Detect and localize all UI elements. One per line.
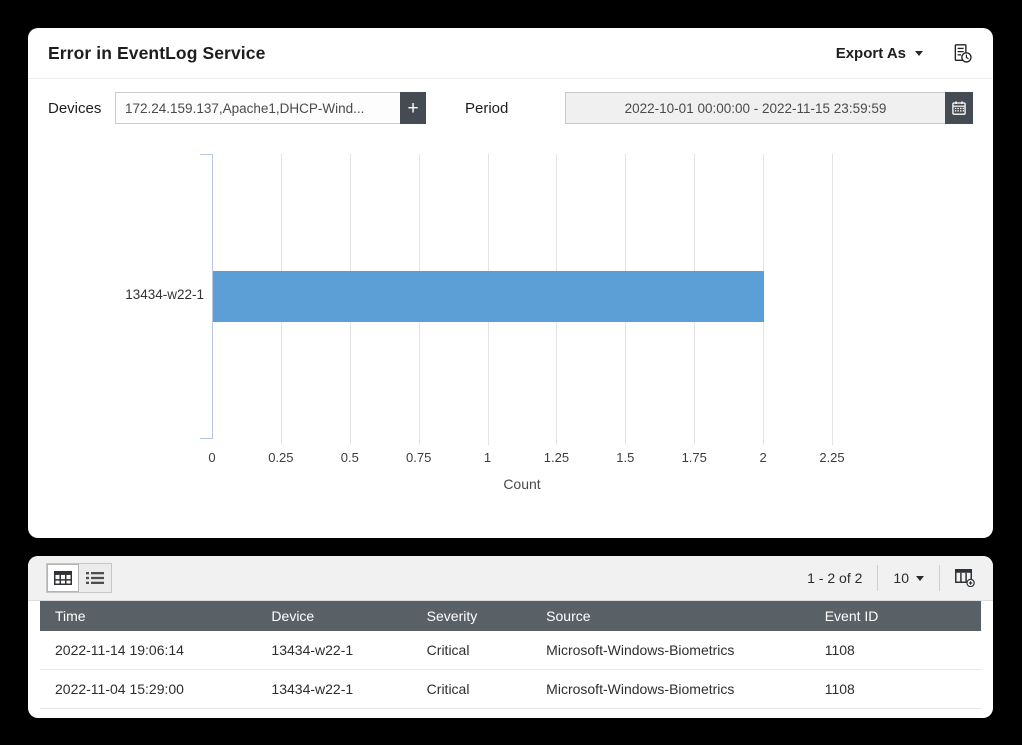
column-header-severity[interactable]: Severity [426, 608, 478, 624]
chart-bar[interactable] [213, 271, 765, 322]
x-tick-label: 1.25 [543, 450, 570, 465]
grid-view-button[interactable] [47, 564, 79, 592]
plus-icon: + [407, 97, 419, 119]
caret-down-icon [916, 575, 924, 581]
table-cell: Microsoft-Windows-Biometrics [546, 681, 735, 697]
table-row[interactable]: 2022-11-14 19:06:14 13434-w22-1 Critical Mi… [40, 631, 981, 670]
x-tick-label: 2 [759, 450, 767, 465]
devices-input-group: + [115, 92, 426, 124]
column-header-time[interactable]: Time [55, 608, 86, 624]
x-tick-label: 1 [483, 450, 492, 465]
events-table-card: 1 - 2 of 2 10 [28, 556, 993, 718]
table-grid-icon [54, 571, 72, 585]
page-title: Error in EventLog Service [48, 42, 266, 63]
toolbar-right: 1 - 2 of 2 10 [807, 565, 975, 591]
add-column-icon [955, 569, 975, 587]
x-tick-label: 0.75 [406, 450, 432, 465]
table-cell: 13434-w22-1 [271, 642, 354, 658]
list-view-icon [86, 572, 104, 584]
table-cell: 1108 [824, 681, 855, 697]
table-cell: 2022-11-04 15:29:00 [55, 681, 184, 697]
gridline [832, 154, 833, 445]
events-table: Time Device Severity Source Event ID 2022-11… [40, 601, 981, 709]
report-header: Error in EventLog Service Export As [28, 28, 993, 79]
page-size-dropdown[interactable]: 10 [893, 570, 924, 586]
calendar-button[interactable] [945, 92, 973, 124]
table-cell: Microsoft-Windows-Biometrics [546, 642, 735, 658]
devices-label: Devices [48, 99, 102, 117]
table-cell: 1108 [824, 642, 855, 658]
period-input-group [565, 92, 973, 124]
x-tick-label: 1.5 [616, 450, 635, 465]
column-header-device[interactable]: Device [271, 608, 315, 624]
table-row[interactable]: 2022-11-04 15:29:00 13434-w22-1 Critical Mi… [40, 670, 981, 709]
table-cell: 13434-w22-1 [271, 681, 354, 697]
x-tick-label: 0.25 [268, 450, 294, 465]
x-tick-label: 0 [208, 450, 216, 465]
table-cell: 2022-11-14 19:06:14 [55, 642, 184, 658]
table-toolbar: 1 - 2 of 2 10 [28, 556, 993, 601]
column-header-event-id[interactable]: Event ID [824, 608, 879, 624]
toolbar-divider [939, 565, 940, 591]
eventlog-report-card: Error in EventLog Service Export As [28, 28, 993, 538]
filter-bar: Devices + Period [28, 92, 993, 124]
table-cell: Critical [426, 681, 470, 697]
period-input[interactable] [565, 92, 945, 124]
add-device-button[interactable]: + [400, 92, 426, 124]
export-as-label: Export As [835, 44, 906, 62]
list-view-button[interactable] [79, 564, 111, 592]
x-axis-ticks: 0 0.25 0.5 0.75 1 1.25 1.5 1.75 2 2.25 [208, 450, 867, 468]
schedule-report-button[interactable] [951, 42, 973, 64]
column-header-source[interactable]: Source [546, 608, 591, 624]
table-header-row: Time Device Severity Source Event ID [40, 601, 981, 631]
bar-chart: 13434-w22-1 0 0.25 0.5 0.75 1 1.25 1.5 1.75 2 2.2… [28, 154, 993, 504]
y-axis-line [200, 154, 213, 439]
toolbar-divider [877, 565, 879, 591]
table-body: 2022-11-14 19:06:14 13434-w22-1 Critical Mi… [40, 631, 981, 709]
x-tick-label: 0.5 [340, 450, 359, 465]
x-tick-label: 1.75 [681, 450, 707, 465]
category-label: 13434-w22-1 [125, 287, 204, 302]
calendar-icon [952, 101, 966, 115]
page-size-value: 10 [893, 570, 909, 586]
x-tick-label: 2.25 [819, 450, 845, 465]
view-switcher [46, 563, 112, 593]
schedule-report-icon [954, 44, 972, 63]
table-cell: Critical [426, 642, 470, 658]
x-axis-label: Count [503, 476, 541, 492]
caret-down-icon [915, 50, 923, 56]
header-actions: Export As [836, 42, 973, 64]
pagination-info: 1 - 2 of 2 [807, 570, 863, 586]
devices-input[interactable] [115, 92, 400, 124]
export-as-dropdown[interactable]: Export As [836, 45, 923, 62]
add-column-button[interactable] [955, 569, 975, 587]
chart-plot-area [200, 154, 867, 445]
period-label: Period [465, 99, 509, 117]
